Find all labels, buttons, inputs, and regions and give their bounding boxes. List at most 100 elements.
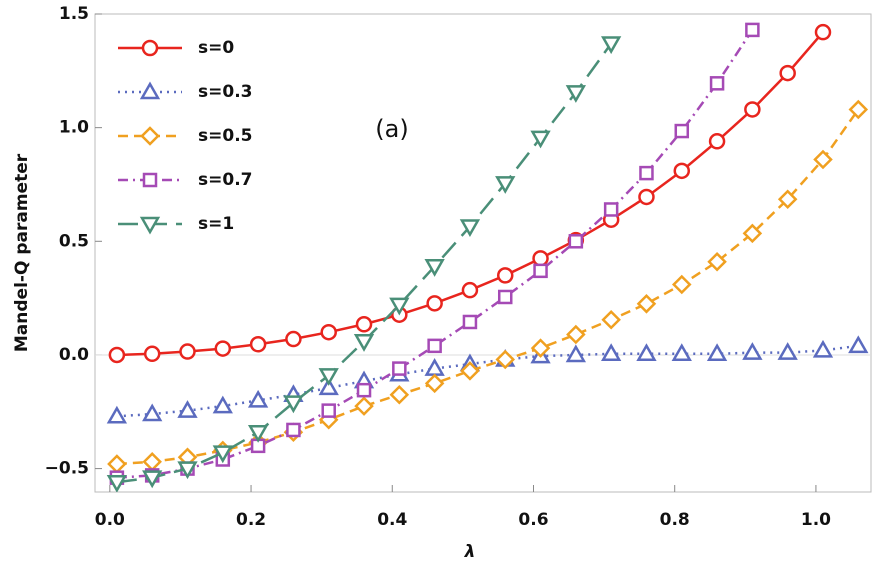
marker xyxy=(813,149,833,170)
marker xyxy=(461,281,479,299)
marker xyxy=(462,314,478,330)
x-tick-label: 1.0 xyxy=(801,510,831,530)
y-tick-label: 1.5 xyxy=(59,4,89,24)
marker xyxy=(777,189,798,210)
marker xyxy=(709,76,725,91)
marker xyxy=(107,454,127,474)
marker xyxy=(708,133,726,150)
marker xyxy=(106,405,128,424)
marker xyxy=(320,323,337,341)
legend-label: s=0 xyxy=(198,38,234,58)
marker xyxy=(142,172,158,188)
x-axis-label: λ xyxy=(464,542,476,562)
y-tick-label: −0.5 xyxy=(45,459,89,479)
marker xyxy=(707,251,727,272)
marker xyxy=(389,297,410,316)
marker xyxy=(533,263,548,279)
marker xyxy=(426,295,443,312)
marker xyxy=(212,395,233,414)
marker xyxy=(142,470,163,489)
marker xyxy=(639,165,654,181)
y-tick-label: 1.0 xyxy=(59,118,89,138)
marker xyxy=(638,188,655,206)
marker xyxy=(214,340,232,357)
marker xyxy=(530,130,551,149)
marker xyxy=(530,338,551,358)
marker xyxy=(706,343,728,362)
marker xyxy=(565,85,587,103)
marker xyxy=(744,101,761,118)
x-tick-label: 0.4 xyxy=(377,510,407,530)
marker xyxy=(779,64,796,82)
marker xyxy=(601,309,621,330)
marker xyxy=(495,176,516,194)
marker xyxy=(601,36,622,55)
marker xyxy=(495,349,516,370)
marker xyxy=(673,162,691,180)
annotation: (a) xyxy=(375,115,408,143)
marker xyxy=(460,361,480,381)
marker xyxy=(179,343,196,360)
legend-label: s=1 xyxy=(198,214,234,234)
legend-label: s=0.5 xyxy=(198,126,252,146)
x-tick-label: 0.0 xyxy=(95,510,125,530)
marker xyxy=(142,403,163,422)
marker xyxy=(814,23,832,41)
marker xyxy=(671,343,692,362)
marker xyxy=(389,384,410,405)
marker xyxy=(249,336,267,353)
legend-label: s=0.3 xyxy=(198,82,252,102)
marker xyxy=(674,123,690,139)
marker xyxy=(392,361,407,376)
marker xyxy=(177,461,198,480)
marker xyxy=(356,382,372,398)
marker xyxy=(106,474,128,492)
y-tick-label: 0.5 xyxy=(59,231,89,251)
marker xyxy=(497,289,513,305)
legend-label: s=0.7 xyxy=(198,170,252,190)
marker xyxy=(283,395,304,414)
marker xyxy=(139,216,161,235)
series-line xyxy=(116,108,860,466)
x-tick-label: 0.6 xyxy=(518,510,548,530)
marker xyxy=(355,316,373,333)
marker xyxy=(177,400,198,418)
marker xyxy=(318,377,339,396)
marker xyxy=(212,445,233,464)
marker xyxy=(424,259,445,277)
marker xyxy=(424,358,445,376)
marker xyxy=(777,342,798,360)
marker xyxy=(142,452,162,472)
marker xyxy=(636,343,657,362)
marker xyxy=(286,422,301,438)
marker xyxy=(812,339,834,358)
marker xyxy=(140,126,160,146)
marker xyxy=(354,396,374,416)
plot-frame xyxy=(94,13,872,493)
x-tick-label: 0.2 xyxy=(236,510,266,530)
marker xyxy=(565,344,587,363)
marker xyxy=(848,99,869,120)
marker xyxy=(321,403,336,418)
marker xyxy=(247,424,269,443)
marker xyxy=(566,324,586,345)
y-axis-label: Mandel-Q parameter xyxy=(12,153,32,352)
marker xyxy=(496,267,514,284)
marker xyxy=(742,342,763,360)
marker xyxy=(601,343,622,362)
marker xyxy=(353,334,375,352)
marker xyxy=(108,346,126,364)
marker xyxy=(742,223,763,244)
plot-area xyxy=(106,22,869,492)
marker xyxy=(636,294,657,314)
marker xyxy=(427,338,442,354)
marker xyxy=(424,373,445,394)
marker xyxy=(671,274,692,295)
marker xyxy=(285,330,302,348)
marker xyxy=(459,219,481,238)
marker xyxy=(848,335,869,354)
y-tick-label: 0.0 xyxy=(59,345,89,365)
marker xyxy=(532,250,549,267)
marker xyxy=(568,234,584,249)
